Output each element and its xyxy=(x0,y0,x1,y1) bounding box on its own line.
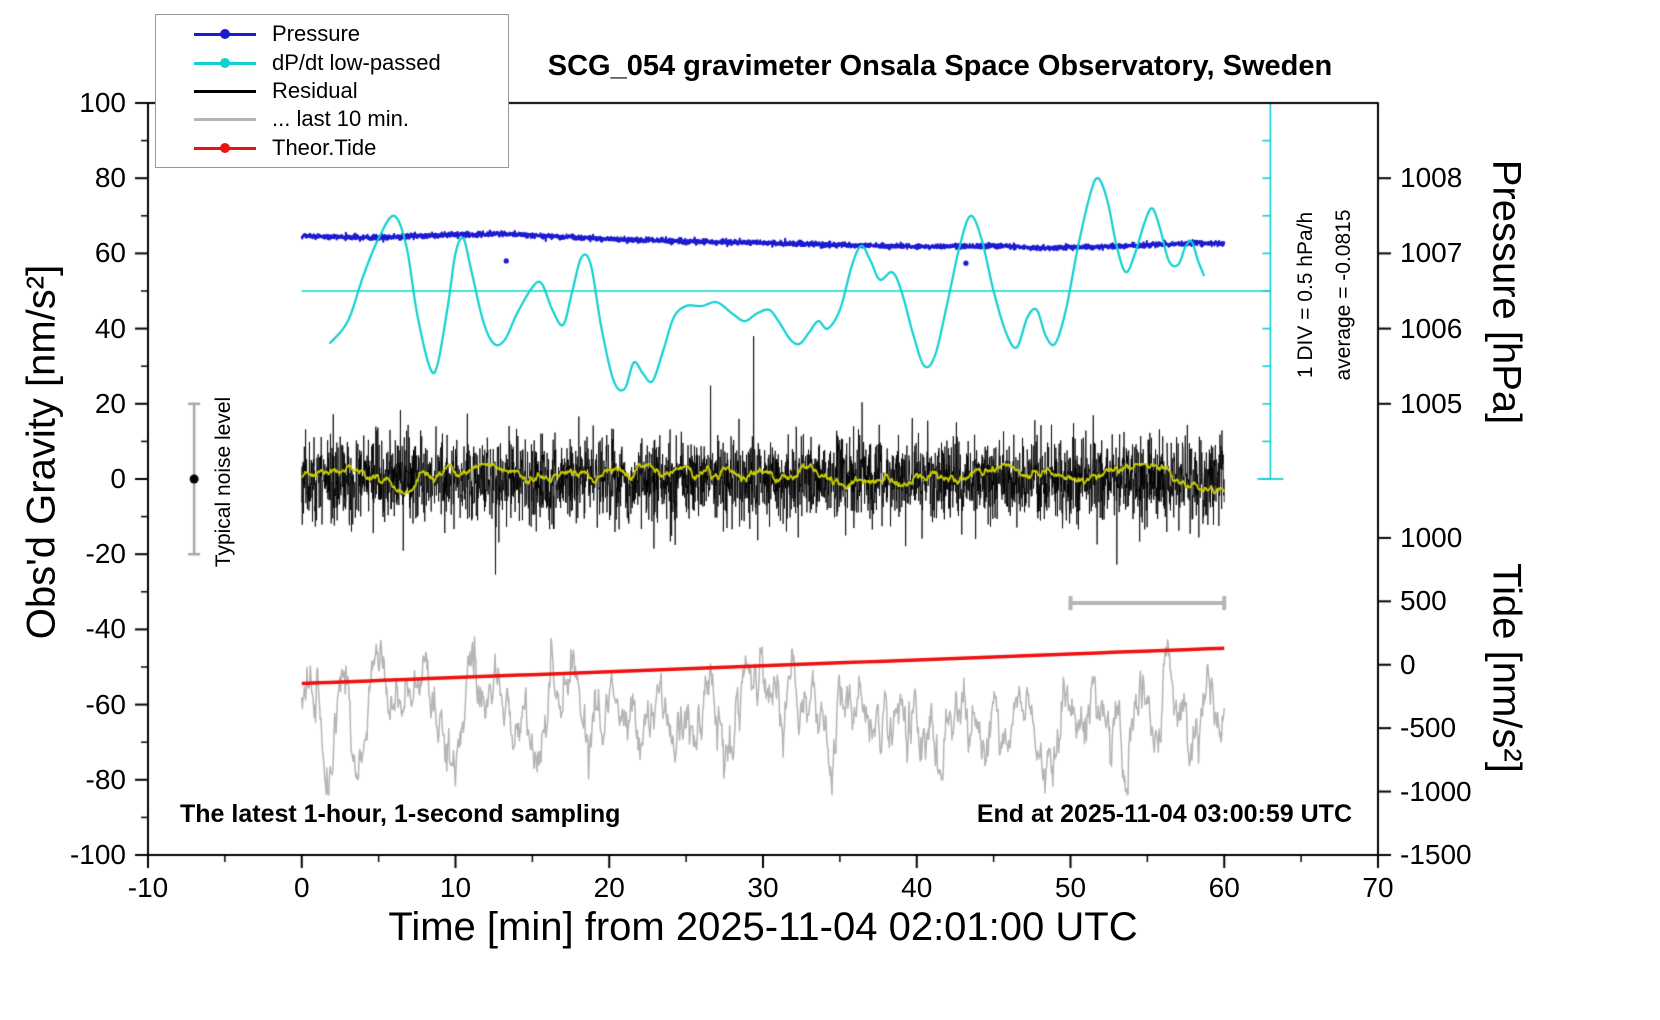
gravity-tick-label: -40 xyxy=(85,613,126,645)
legend-dot-icon xyxy=(220,57,230,68)
legend-line-sample-icon xyxy=(194,56,256,70)
pressure-tick-label: 1005 xyxy=(1400,387,1463,419)
y-axis-label-gravity: Obs'd Gravity [nm/s²] xyxy=(19,264,64,640)
typical-noise-level-annotation: Typical noise level xyxy=(212,396,235,568)
y-axis-label-tide: Tide [nm/s²] xyxy=(1484,563,1529,773)
x-tick-label: 0 xyxy=(293,872,310,903)
end-time-note: End at 2025-11-04 03:00:59 UTC xyxy=(976,800,1352,828)
legend-item-label: Residual xyxy=(272,77,358,103)
tide-tick-label: 1000 xyxy=(1400,521,1463,553)
legend-item-3: ... last 10 min. xyxy=(156,106,508,133)
gravity-tick-label: 40 xyxy=(94,312,126,344)
legend-item-1: dP/dt low-passed xyxy=(156,49,508,76)
x-tick-label: 70 xyxy=(1362,872,1394,903)
x-tick-label: 30 xyxy=(747,872,779,903)
y-axis-label-pressure: Pressure [hPa] xyxy=(1484,159,1529,425)
gravity-tick-label: 80 xyxy=(94,162,126,194)
legend-item-0: Pressure xyxy=(156,21,508,48)
tide-tick-label: -1000 xyxy=(1400,775,1472,807)
pressure-tick-label: 1008 xyxy=(1400,162,1463,194)
pressure-tick-label: 1007 xyxy=(1400,237,1463,269)
gravity-tick-label: 20 xyxy=(94,387,126,419)
tide-tick-label: -500 xyxy=(1400,712,1457,744)
gravity-tick-label: 60 xyxy=(94,237,126,269)
pressure-tick-label: 1006 xyxy=(1400,312,1463,344)
div-scale-annotation: 1 DIV = 0.5 hPa/h xyxy=(1294,211,1317,379)
legend-item-label: ... last 10 min. xyxy=(272,106,409,132)
gravity-tick-label: -20 xyxy=(85,538,126,570)
tide-tick-label: 0 xyxy=(1400,648,1416,680)
x-axis-label: Time [min] from 2025-11-04 02:01:00 UTC xyxy=(388,905,1138,949)
chart-legend: Pressure dP/dt low-passed Residual ... last… xyxy=(155,14,509,168)
gravity-tick-label: 100 xyxy=(79,87,126,118)
gravity-tick-label: 0 xyxy=(110,463,126,494)
x-tick-label: 60 xyxy=(1208,872,1240,903)
legend-line-sample-icon xyxy=(194,27,256,41)
tide-tick-label: 500 xyxy=(1400,585,1447,617)
legend-item-4: Theor.Tide xyxy=(156,134,508,161)
legend-dot-icon xyxy=(220,29,230,40)
gravity-tick-label: -100 xyxy=(69,839,126,870)
sampling-note: The latest 1-hour, 1-second sampling xyxy=(180,800,621,828)
tide-tick-label: -1500 xyxy=(1400,838,1472,870)
legend-item-2: Residual xyxy=(156,77,508,104)
legend-line-sample-icon xyxy=(194,84,256,98)
average-annotation: average = -0.0815 xyxy=(1332,209,1355,381)
legend-dot-icon xyxy=(220,142,230,153)
x-tick-label: 50 xyxy=(1054,872,1087,903)
legend-line-sample-icon xyxy=(194,112,256,126)
page-title: SCG_054 gravimeter Onsala Space Observat… xyxy=(547,50,1333,82)
gravity-tick-label: -60 xyxy=(85,688,126,720)
legend-item-label: Pressure xyxy=(272,21,361,47)
legend-line-sample-icon xyxy=(194,141,256,155)
legend-item-label: Theor.Tide xyxy=(272,134,377,160)
gravity-tick-label: -80 xyxy=(85,763,126,795)
x-tick-label: 40 xyxy=(901,872,933,903)
x-tick-label: 10 xyxy=(439,872,472,903)
x-tick-label: -10 xyxy=(127,872,169,903)
legend-item-label: dP/dt low-passed xyxy=(272,49,441,75)
x-tick-label: 20 xyxy=(593,872,625,903)
